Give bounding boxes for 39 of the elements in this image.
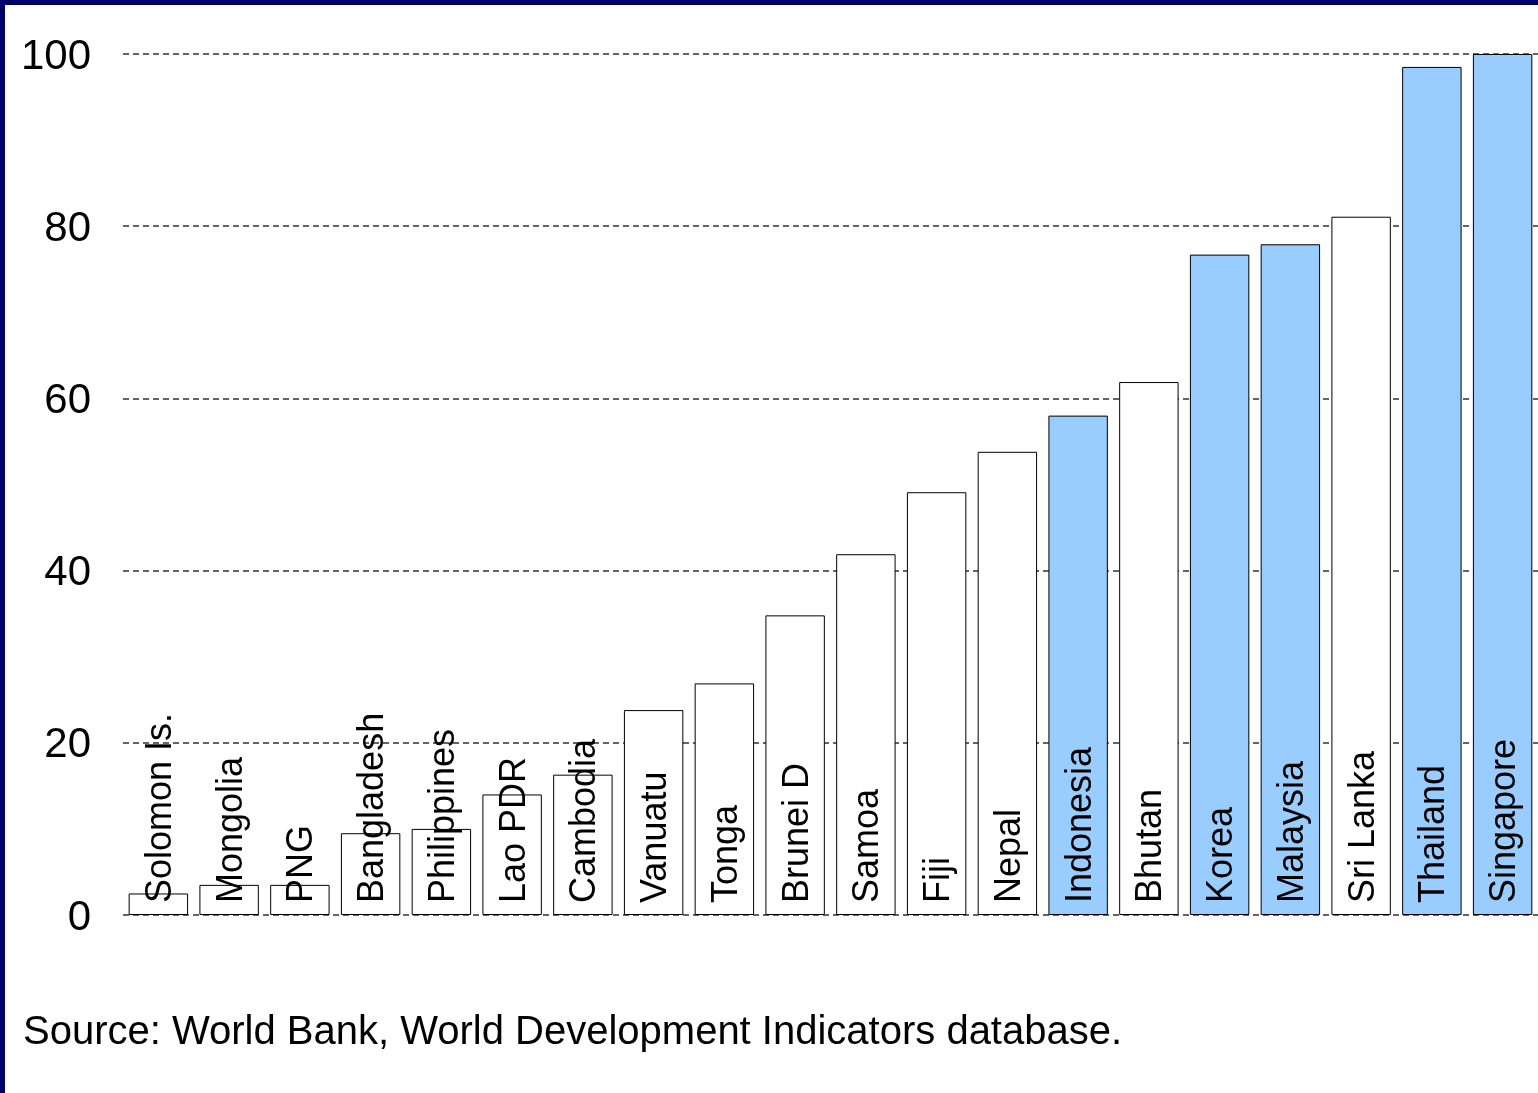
x-tick-label: Tonga — [703, 803, 745, 903]
bar — [1260, 244, 1321, 915]
x-tick-label: Korea — [1199, 805, 1241, 903]
bar — [1472, 54, 1533, 915]
y-tick-label: 0 — [67, 891, 91, 939]
bar — [1402, 66, 1462, 915]
x-tick-label: Bhutan — [1128, 788, 1170, 903]
bar — [694, 683, 755, 915]
x-tick-label: Malaysia — [1269, 759, 1311, 903]
bar — [1048, 415, 1108, 915]
x-tick-label: Lao PDR — [491, 756, 533, 903]
y-tick-label: 60 — [44, 374, 91, 422]
x-tick-label: Singapore — [1482, 738, 1524, 903]
bar — [1119, 382, 1179, 915]
y-tick-label: 40 — [44, 547, 91, 595]
x-tick-label: Brunei D — [774, 762, 816, 903]
x-tick-label: Mongolia — [208, 755, 250, 903]
y-tick-label: 80 — [44, 202, 91, 250]
x-tick-label: Vanuatu — [633, 771, 675, 903]
x-tick-label: Cambodia — [562, 737, 604, 903]
bar — [1331, 216, 1391, 915]
x-tick-label: Philippines — [420, 728, 462, 903]
x-tick-label: Bangladesh — [350, 712, 392, 903]
x-tick-label: PNG — [279, 824, 321, 903]
x-tick-label: Thailand — [1411, 764, 1453, 903]
bar — [906, 492, 967, 915]
y-tick-label: 100 — [20, 30, 91, 78]
x-tick-label: Samoa — [845, 787, 887, 903]
bar — [1189, 254, 1250, 915]
bar — [765, 615, 825, 915]
y-tick-label: 20 — [44, 719, 91, 767]
x-tick-label: Sri Lanka — [1340, 749, 1382, 903]
x-tick-label: Nepal — [986, 808, 1028, 903]
x-tick-label: Indonesia — [1057, 745, 1099, 903]
x-tick-label: Fiji — [916, 857, 958, 903]
source-note: Source: World Bank, World Development Indicators database. — [23, 1008, 1123, 1052]
bar — [977, 451, 1038, 915]
x-tick-label: Solomon Is. — [137, 712, 179, 903]
bar — [836, 554, 896, 915]
